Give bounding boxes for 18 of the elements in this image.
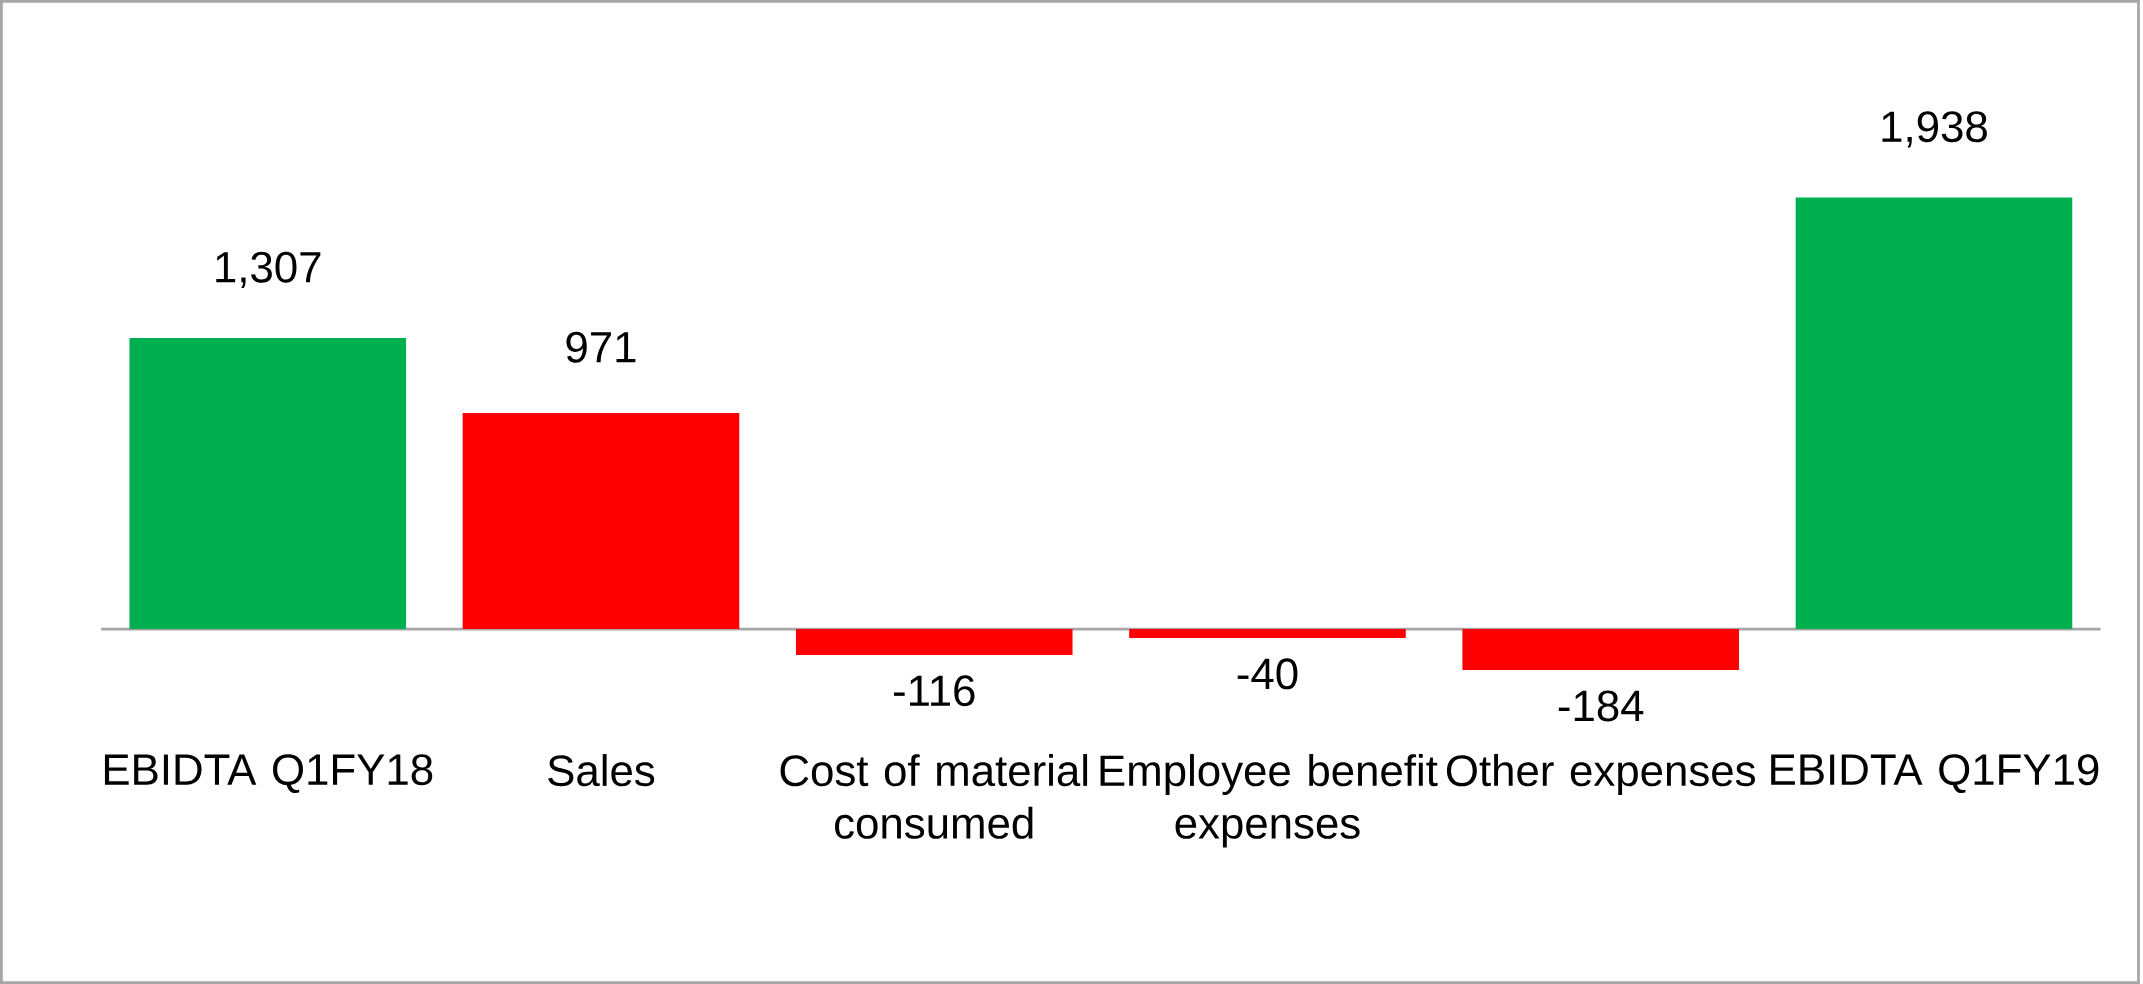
x-tick-label: Cost of material consumed: [780, 754, 1088, 839]
x-tick-label: EBIDTA Q1FY18: [104, 754, 433, 793]
data-label: -116: [893, 675, 975, 707]
x-tick-label: Sales: [548, 754, 655, 787]
data-label: 971: [566, 331, 636, 363]
data-label: -184: [1558, 690, 1644, 722]
bar: [129, 338, 407, 630]
data-label: 1,938: [1882, 111, 1987, 148]
x-tick-label: Employee benefit expenses: [1100, 754, 1438, 848]
bar: [1795, 197, 2073, 630]
bar: [1462, 629, 1740, 671]
x-tick-label: Other expenses: [1446, 754, 1755, 795]
bar: [795, 629, 1073, 655]
bar: [462, 412, 740, 630]
data-label: -40: [1237, 658, 1298, 690]
x-tick-label: EBIDTA Q1FY19: [1771, 754, 2099, 793]
bar: [1129, 629, 1406, 638]
data-label: 1,307: [216, 251, 321, 288]
